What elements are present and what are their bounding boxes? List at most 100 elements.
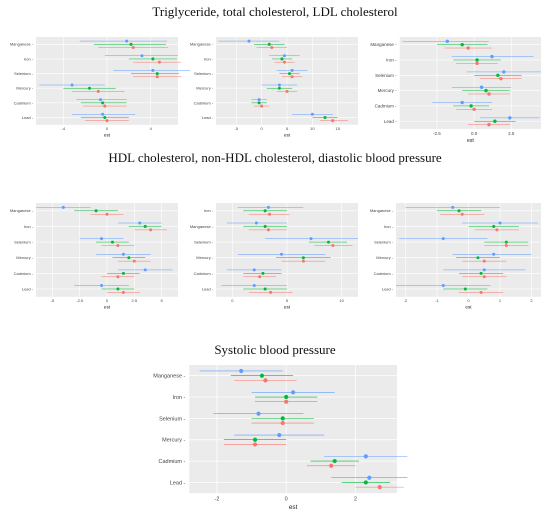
category-label: Mercury -	[16, 86, 34, 91]
x-tick-label: 5	[286, 298, 289, 303]
category-label: Lead -	[202, 115, 214, 120]
estimate-point	[125, 39, 129, 43]
x-tick-label: 0	[467, 298, 470, 303]
estimate-point	[88, 86, 92, 90]
forest-plot-6: Manganese - Iron - Selenium - Mercury - Cadm…	[370, 203, 541, 309]
estimate-point	[70, 83, 74, 87]
category-label: Manganese -	[190, 224, 214, 229]
estimate-point	[502, 70, 506, 74]
estimate-point	[309, 237, 313, 241]
plot-background	[189, 365, 397, 494]
x-axis-label: est	[465, 304, 472, 309]
estimate-point	[252, 437, 258, 442]
estimate-point	[263, 209, 267, 213]
estimate-point	[492, 224, 496, 228]
estimate-point	[495, 228, 499, 232]
x-tick-label: -2.5	[433, 131, 441, 136]
forest-plot-1: Manganese - Iron - Selenium - Mercury - Cadm…	[10, 37, 191, 137]
estimate-point	[103, 104, 107, 108]
estimate-point	[151, 57, 155, 61]
estimate-point	[143, 268, 147, 272]
estimate-point	[363, 480, 368, 485]
x-tick-label: 0.0	[471, 131, 478, 136]
x-axis-label: est	[289, 504, 298, 511]
x-tick-label: -1	[435, 298, 439, 303]
estimate-point	[288, 72, 292, 76]
category-label: Manganese -	[10, 208, 34, 213]
estimate-point	[282, 60, 286, 64]
estimate-point	[475, 61, 479, 66]
category-label: Iron -	[204, 56, 214, 61]
forest-plot-7: Manganese - Iron - Selenium - Mercury - Cadm…	[153, 365, 408, 511]
x-tick-label: 2.5	[508, 131, 515, 136]
estimate-point	[252, 442, 258, 447]
estimate-point	[277, 83, 281, 87]
category-label: Cadmium -	[375, 104, 398, 109]
estimate-point	[499, 76, 503, 81]
estimate-point	[469, 104, 473, 108]
estimate-point	[482, 268, 486, 272]
x-tick-label: 2	[354, 496, 357, 502]
estimate-point	[466, 46, 470, 50]
estimate-point	[131, 46, 135, 50]
estimate-point	[143, 224, 147, 228]
category-label: Iron -	[24, 224, 34, 229]
category-label: Selenium -	[194, 71, 214, 76]
forest-plot-4: Manganese - Iron - Selenium - Mercury - Cadm…	[10, 203, 178, 309]
estimate-point	[101, 112, 105, 116]
estimate-point	[263, 378, 268, 383]
category-label: Iron -	[173, 395, 186, 401]
estimate-point	[110, 240, 114, 244]
estimate-point	[269, 290, 273, 294]
estimate-point	[331, 119, 335, 123]
estimate-point	[105, 119, 109, 123]
estimate-point	[484, 88, 488, 93]
x-tick-label: 15	[335, 126, 340, 131]
estimate-point	[260, 104, 264, 108]
forest-plot-5: Iron - Manganese - Selenium - Mercury - Cadm…	[190, 203, 358, 309]
plot-background	[399, 37, 541, 129]
estimate-point	[310, 112, 314, 116]
estimate-point	[504, 244, 508, 248]
x-tick-label: -5	[235, 126, 239, 131]
estimate-point	[257, 98, 261, 102]
category-label: Selenium -	[194, 239, 214, 244]
category-label: Lead -	[202, 286, 214, 291]
estimate-point	[487, 92, 491, 96]
x-tick-label: 2.5	[132, 298, 138, 303]
estimate-point	[463, 287, 467, 291]
x-axis-label: est	[467, 138, 474, 144]
x-tick-label: 5	[286, 126, 289, 131]
estimate-point	[254, 221, 258, 225]
estimate-point	[252, 284, 256, 288]
x-tick-label: -4	[62, 126, 66, 131]
category-label: Cadmium -	[374, 271, 394, 276]
estimate-point	[280, 252, 284, 256]
category-label: Cadmium -	[158, 459, 185, 465]
category-label: Lead -	[384, 119, 397, 124]
x-tick-label: 10	[339, 298, 344, 303]
estimate-point	[496, 73, 500, 78]
category-label: Mercury -	[196, 86, 214, 91]
x-tick-label: 5	[160, 298, 163, 303]
estimate-point	[103, 115, 107, 120]
estimate-point	[291, 390, 296, 395]
estimate-point	[508, 116, 512, 120]
estimate-point	[151, 68, 155, 72]
estimate-point	[129, 42, 133, 46]
estimate-point	[475, 58, 479, 62]
estimate-point	[266, 228, 270, 232]
category-label: Iron -	[386, 58, 397, 63]
estimate-point	[277, 86, 281, 90]
estimate-point	[490, 54, 494, 59]
category-label: Cadmium -	[194, 100, 214, 105]
estimate-point	[280, 57, 284, 61]
estimate-point	[155, 75, 159, 79]
estimate-point	[98, 98, 102, 102]
category-label: Lead -	[170, 480, 186, 486]
category-label: Manganese -	[370, 208, 394, 213]
x-tick-label: 4	[150, 126, 153, 131]
estimate-point	[301, 259, 305, 263]
category-label: Selenium -	[14, 71, 34, 76]
estimate-point	[284, 394, 289, 400]
